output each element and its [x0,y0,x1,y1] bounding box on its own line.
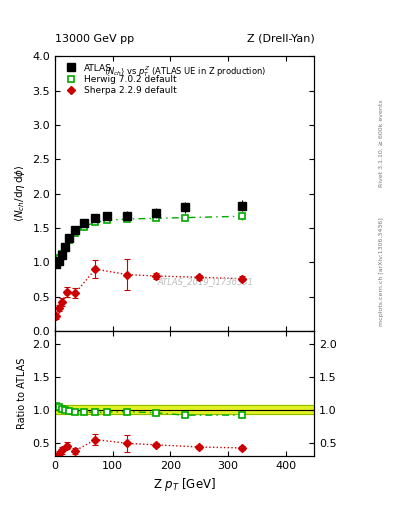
Herwig 7.0.2 default [67,237,72,243]
Sherpa 2.2.9 default [154,273,158,279]
Text: 13000 GeV pp: 13000 GeV pp [55,33,134,44]
Sherpa 2.2.9 default [125,271,129,278]
Line: ATLAS: ATLAS [53,202,246,268]
ATLAS [54,261,59,267]
Sherpa 2.2.9 default [73,290,77,296]
Legend: ATLAS, Herwig 7.0.2 default, Sherpa 2.2.9 default: ATLAS, Herwig 7.0.2 default, Sherpa 2.2.… [59,61,179,98]
Herwig 7.0.2 default [73,230,77,237]
ATLAS [81,220,86,226]
Line: Herwig 7.0.2 default: Herwig 7.0.2 default [53,213,246,264]
Y-axis label: Ratio to ATLAS: Ratio to ATLAS [17,357,27,429]
ATLAS [240,203,245,209]
Herwig 7.0.2 default [105,217,109,223]
X-axis label: Z $p_T$ [GeV]: Z $p_T$ [GeV] [153,476,216,493]
ATLAS [154,210,158,216]
Sherpa 2.2.9 default [240,275,245,282]
ATLAS [182,204,187,210]
Herwig 7.0.2 default [182,215,187,221]
Text: mcplots.cern.ch [arXiv:1306.3436]: mcplots.cern.ch [arXiv:1306.3436] [379,217,384,326]
Text: $\langle N_{ch}\rangle$ vs $p_T^Z$ (ATLAS UE in Z production): $\langle N_{ch}\rangle$ vs $p_T^Z$ (ATLA… [104,65,266,79]
ATLAS [60,252,64,259]
Text: Z (Drell-Yan): Z (Drell-Yan) [247,33,314,44]
ATLAS [63,244,68,250]
Herwig 7.0.2 default [240,213,245,219]
Y-axis label: $\langle N_{ch}/\mathrm{d}\eta\,\mathrm{d}\phi\rangle$: $\langle N_{ch}/\mathrm{d}\eta\,\mathrm{… [13,165,27,222]
ATLAS [67,235,72,241]
Sherpa 2.2.9 default [60,299,64,305]
Bar [55,405,314,414]
Text: Rivet 3.1.10, ≥ 600k events: Rivet 3.1.10, ≥ 600k events [379,99,384,187]
Text: ATLAS_2019_I1736531: ATLAS_2019_I1736531 [158,277,253,286]
ATLAS [57,258,61,264]
Herwig 7.0.2 default [57,255,61,261]
ATLAS [93,215,98,221]
Herwig 7.0.2 default [93,219,98,225]
Herwig 7.0.2 default [54,258,59,264]
Sherpa 2.2.9 default [64,289,69,295]
ATLAS [105,213,109,219]
Sherpa 2.2.9 default [197,274,202,281]
Line: Sherpa 2.2.9 default: Sherpa 2.2.9 default [54,266,245,318]
Sherpa 2.2.9 default [57,305,61,311]
Herwig 7.0.2 default [63,244,68,250]
Herwig 7.0.2 default [60,251,64,257]
Sherpa 2.2.9 default [93,266,98,272]
ATLAS [125,212,129,219]
ATLAS [73,227,77,233]
Herwig 7.0.2 default [125,216,129,222]
Herwig 7.0.2 default [81,223,86,229]
Herwig 7.0.2 default [154,215,158,221]
Sherpa 2.2.9 default [54,313,59,319]
